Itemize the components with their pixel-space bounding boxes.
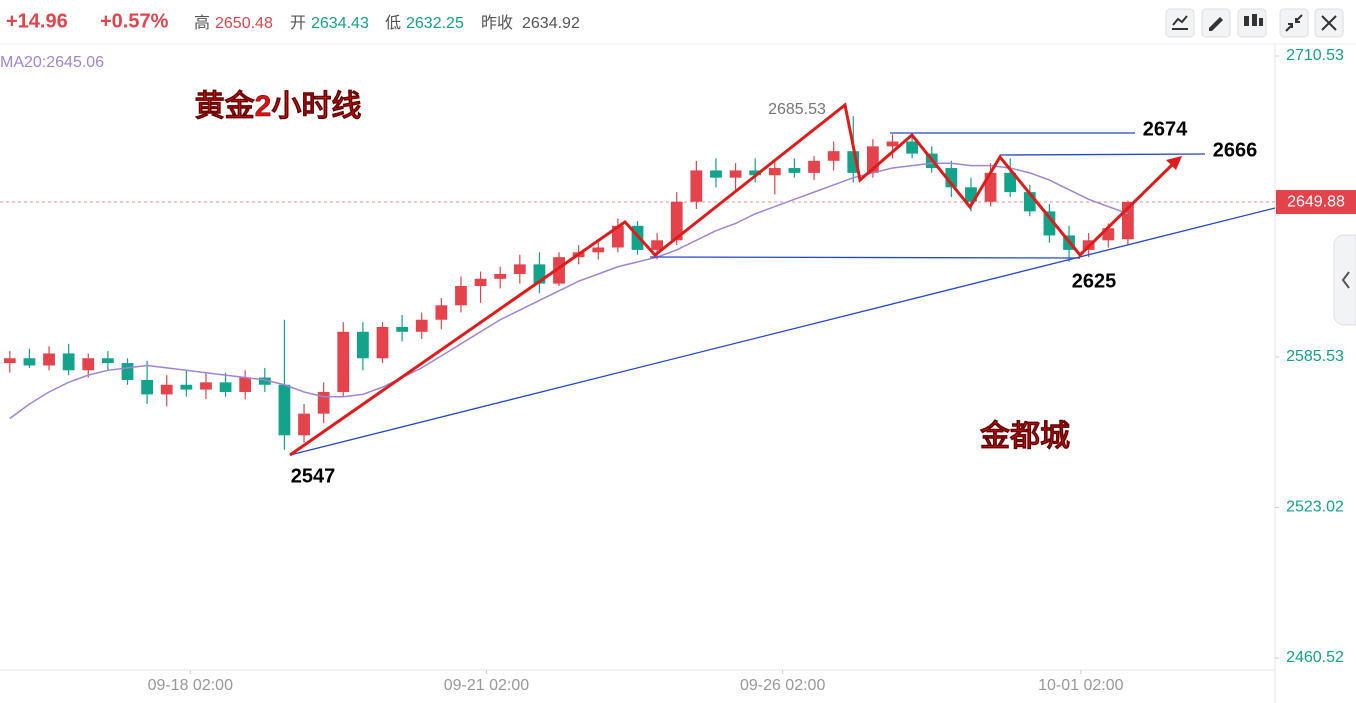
- candle-body: [1102, 228, 1115, 241]
- candle-body: [317, 391, 330, 414]
- candle-body: [1043, 211, 1056, 236]
- chart-title: 黄金2小时线: [195, 89, 362, 123]
- candle-body: [710, 170, 722, 178]
- candle-body: [298, 413, 310, 436]
- support-line: [649, 256, 1081, 259]
- candle-body: [847, 151, 860, 173]
- last-price-tag: [1276, 190, 1356, 215]
- y-tick-label: 2523.02: [1286, 499, 1344, 516]
- candle-body: [102, 358, 114, 364]
- annotation: 2666: [1213, 139, 1258, 161]
- close-button[interactable]: [1314, 8, 1344, 38]
- annotation: 2625: [1072, 270, 1117, 292]
- annotation: 2547: [291, 465, 336, 487]
- candle-type-button[interactable]: [1237, 8, 1267, 38]
- ma-line: [9, 162, 1129, 420]
- candle-body: [906, 141, 918, 154]
- high: 2650.48: [215, 15, 273, 32]
- candle-body: [258, 377, 271, 385]
- candle-body: [337, 331, 350, 392]
- candle-body: [82, 358, 95, 371]
- candle-body: [670, 201, 683, 241]
- candle-body: [1023, 192, 1036, 212]
- annotation: 2674: [1143, 118, 1188, 140]
- resistance-line: [999, 153, 1206, 156]
- candle-body: [239, 377, 252, 392]
- change-pct: +0.57%: [100, 10, 169, 32]
- candle-body: [160, 384, 173, 395]
- y-tick-label: 2460.52: [1286, 649, 1344, 666]
- candle-body: [3, 358, 16, 364]
- annotation: 2685.53: [768, 101, 826, 118]
- candle-body: [278, 384, 291, 436]
- x-tick-label: 09-18 02:00: [148, 677, 234, 694]
- candle-body: [23, 358, 36, 366]
- candle-body: [435, 305, 448, 320]
- candle-body: [808, 160, 820, 173]
- candle-body: [553, 257, 565, 284]
- trendline: [289, 207, 1276, 456]
- y-tick-label: 2710.53: [1286, 47, 1344, 64]
- watermark: 金都城: [979, 419, 1070, 453]
- last-price-label: 2649.88: [1287, 193, 1345, 210]
- candle-body: [415, 319, 428, 332]
- wave-path: [289, 102, 1177, 457]
- x-tick-label: 09-21 02:00: [444, 677, 530, 694]
- candle-body: [1122, 202, 1134, 240]
- y-tick-label: 2585.53: [1286, 348, 1344, 365]
- high-label: 高: [194, 14, 210, 32]
- candle-body: [768, 168, 781, 176]
- ma-legend: MA20:2645.06: [0, 54, 104, 71]
- candle-body: [592, 247, 605, 253]
- drawings: [289, 102, 1276, 457]
- change: +14.96: [6, 10, 68, 32]
- candle-body: [984, 172, 997, 202]
- candle-body: [827, 151, 840, 161]
- arrow-head: [1166, 156, 1182, 170]
- candle-body: [886, 141, 899, 147]
- line-tool-button[interactable]: [1165, 8, 1195, 38]
- candle-body: [729, 170, 742, 178]
- candle-body: [965, 187, 977, 202]
- prev-close: 2634.92: [522, 15, 580, 32]
- candle-body: [474, 278, 487, 287]
- x-tick-label: 10-01 02:00: [1038, 677, 1124, 694]
- candle-body: [121, 363, 134, 380]
- draw-tool-button[interactable]: [1201, 8, 1231, 38]
- candle-body: [43, 353, 55, 366]
- candle-body: [376, 326, 389, 359]
- open-label: 开: [290, 15, 306, 32]
- candle-body: [533, 264, 546, 284]
- candle-body: [749, 170, 762, 176]
- candle-body: [62, 353, 75, 371]
- candle-body: [612, 225, 624, 248]
- candle-body: [788, 168, 801, 173]
- candle-body: [513, 264, 526, 274]
- candle-body: [494, 273, 507, 279]
- candle-body: [141, 379, 153, 395]
- low-label: 低: [385, 14, 401, 32]
- candle-body: [1004, 172, 1017, 193]
- candle-body: [651, 240, 663, 250]
- side-panel-toggle[interactable]: [1333, 234, 1356, 326]
- candle-body: [219, 382, 232, 392]
- toolbar: [1165, 8, 1356, 326]
- prev-close-label: 昨收: [481, 14, 513, 32]
- open: 2634.43: [311, 15, 369, 32]
- candle-body: [945, 168, 958, 188]
- fullscreen-button[interactable]: [1279, 8, 1309, 38]
- candle-body: [690, 170, 703, 202]
- candle-body: [180, 384, 193, 390]
- x-tick-label: 09-26 02:00: [740, 677, 826, 694]
- candle-body: [867, 146, 879, 173]
- candle-body: [200, 382, 212, 390]
- candle-body: [396, 326, 408, 332]
- candle-body: [455, 286, 467, 306]
- candle-body: [357, 331, 369, 359]
- low: 2632.25: [406, 15, 464, 32]
